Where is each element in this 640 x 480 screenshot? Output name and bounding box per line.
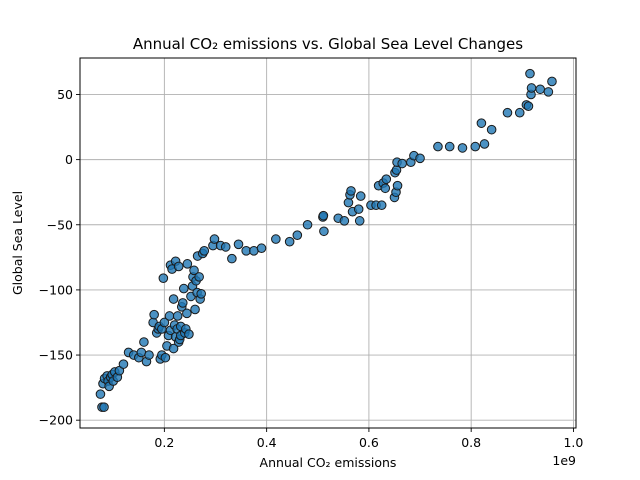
data-point <box>514 107 525 118</box>
data-point <box>343 197 354 208</box>
data-point <box>177 298 188 308</box>
data-point <box>526 83 537 93</box>
data-point <box>486 124 497 135</box>
data-point <box>271 234 281 244</box>
y-tick-label: −150 <box>39 348 73 363</box>
data-point <box>158 273 169 283</box>
data-point <box>95 389 106 399</box>
data-point <box>118 359 129 369</box>
data-point <box>353 204 364 214</box>
data-point <box>376 200 387 211</box>
data-point <box>433 141 443 152</box>
data-point <box>339 216 350 226</box>
data-point <box>444 141 455 152</box>
data-point <box>220 242 231 252</box>
data-point <box>380 183 391 194</box>
x-tick-label: 0.4 <box>257 435 277 450</box>
data-point <box>160 352 171 363</box>
y-tick-label: 50 <box>57 87 73 102</box>
data-point <box>164 311 175 321</box>
data-point <box>99 402 109 412</box>
data-point <box>172 311 183 321</box>
data-point <box>354 216 365 226</box>
data-point <box>476 118 487 128</box>
data-point <box>189 265 199 276</box>
data-point <box>292 230 303 240</box>
data-point <box>525 68 535 79</box>
plot-frame <box>79 57 577 429</box>
data-point <box>144 350 154 360</box>
data-point <box>415 153 425 164</box>
data-point <box>397 158 407 169</box>
data-point <box>168 294 179 304</box>
data-point <box>168 343 179 354</box>
data-point <box>149 309 159 320</box>
data-point <box>355 191 366 201</box>
y-tick-label: 0 <box>65 152 73 167</box>
data-point <box>479 139 490 149</box>
data-point <box>547 76 557 87</box>
data-point <box>196 289 206 299</box>
grid <box>80 58 576 428</box>
x-axis-offset-label: 1e9 <box>552 453 576 468</box>
data-point <box>159 317 170 328</box>
data-points <box>95 68 557 412</box>
data-point <box>457 143 468 153</box>
y-tick-label: −100 <box>39 282 73 297</box>
data-point <box>535 84 546 95</box>
data-point <box>392 180 403 191</box>
x-tick-label: 0.8 <box>461 435 481 450</box>
data-point <box>209 234 220 244</box>
data-point <box>346 186 356 196</box>
data-point <box>173 261 184 272</box>
x-tick-label: 1.0 <box>563 435 583 450</box>
data-point <box>227 253 237 264</box>
chart-title: Annual CO₂ emissions vs. Global Sea Leve… <box>133 35 523 53</box>
data-point <box>318 210 329 221</box>
data-point <box>502 107 513 118</box>
y-tick-label: −200 <box>39 413 73 428</box>
data-point <box>543 87 554 97</box>
y-axis-label: Global Sea Level <box>10 191 25 295</box>
data-point <box>182 259 193 269</box>
data-point <box>319 226 329 237</box>
data-point <box>179 283 189 294</box>
data-point <box>381 174 392 184</box>
data-point <box>302 219 313 230</box>
data-point <box>523 101 534 112</box>
data-point <box>194 272 204 282</box>
data-point <box>139 337 149 347</box>
x-tick-label: 0.2 <box>154 435 174 450</box>
data-point <box>190 304 200 315</box>
data-point <box>184 329 194 339</box>
data-point <box>182 308 192 319</box>
data-point <box>199 246 210 256</box>
x-tick-label: 0.6 <box>359 435 379 450</box>
axis-ticks: 0.2 0.4 0.6 0.8 1.0 −200 −150 −100 −50 0 50 <box>39 87 584 450</box>
data-point <box>233 239 244 250</box>
data-point <box>470 141 481 152</box>
data-point <box>256 243 267 254</box>
data-point <box>284 236 295 247</box>
y-tick-label: −50 <box>47 217 73 232</box>
x-axis-label: Annual CO₂ emissions <box>260 455 397 470</box>
